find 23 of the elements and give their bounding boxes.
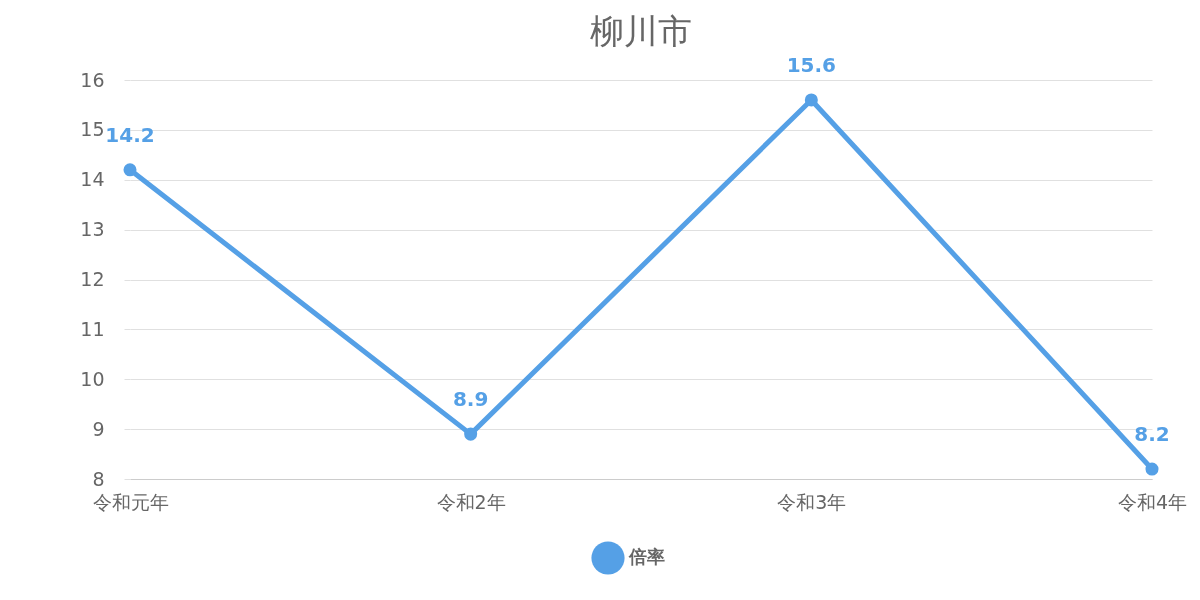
x-tick-label: 令和4年 <box>1117 490 1188 513</box>
data-label: 14.2 <box>105 122 155 147</box>
x-tick-label: 令和3年 <box>777 490 847 513</box>
data-label: 8.2 <box>1134 422 1170 447</box>
y-tick-label: 10 <box>80 367 105 390</box>
point <box>1145 462 1159 476</box>
data-label: 15.6 <box>786 52 837 77</box>
chart-title: 柳川市 <box>590 10 692 51</box>
y-tick-label: 14 <box>80 168 105 191</box>
point <box>804 93 818 107</box>
x-tick-label: 令和元年 <box>92 490 169 513</box>
y-tick-label: 16 <box>80 68 105 91</box>
y-tick-label: 9 <box>92 417 105 440</box>
point <box>123 163 137 177</box>
point <box>464 427 478 441</box>
y-tick-label: 11 <box>80 317 105 340</box>
y-tick-label: 13 <box>80 218 105 241</box>
data-label: 8.9 <box>452 387 489 412</box>
legend-label: 倍率 <box>628 546 665 567</box>
y-tick-label: 12 <box>80 268 105 290</box>
x-tick-label: 令和2年 <box>436 490 506 513</box>
y-tick-label: 8 <box>92 467 105 490</box>
y-tick-label: 15 <box>80 118 105 141</box>
